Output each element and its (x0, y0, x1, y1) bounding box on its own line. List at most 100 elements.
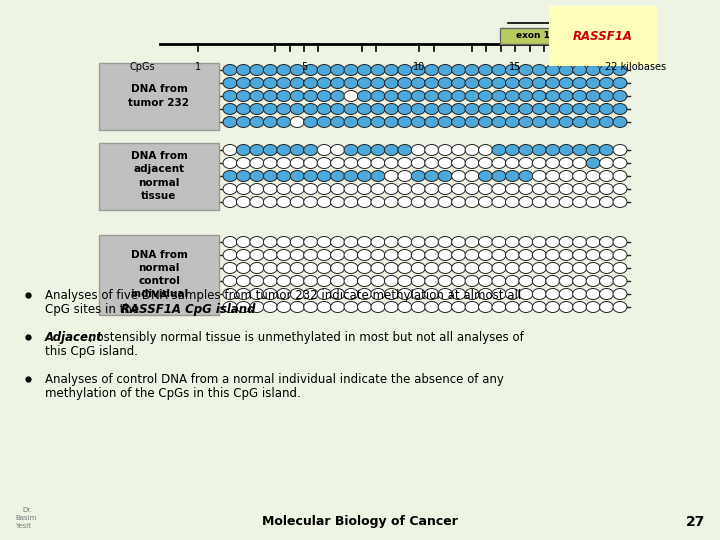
Ellipse shape (223, 64, 237, 76)
Ellipse shape (438, 262, 452, 273)
Ellipse shape (344, 91, 358, 102)
Ellipse shape (358, 262, 372, 273)
Ellipse shape (264, 249, 277, 260)
Ellipse shape (264, 288, 277, 300)
Ellipse shape (600, 197, 613, 207)
Ellipse shape (371, 171, 385, 181)
Text: Adjacent: Adjacent (45, 330, 103, 343)
Ellipse shape (317, 64, 331, 76)
Ellipse shape (451, 184, 466, 194)
Ellipse shape (425, 249, 438, 260)
Ellipse shape (317, 104, 331, 114)
Ellipse shape (572, 117, 587, 127)
Ellipse shape (613, 117, 627, 127)
Ellipse shape (600, 275, 613, 287)
Ellipse shape (344, 104, 358, 114)
Ellipse shape (505, 249, 519, 260)
Ellipse shape (586, 237, 600, 247)
Ellipse shape (276, 145, 291, 156)
Ellipse shape (479, 158, 492, 168)
Ellipse shape (384, 288, 398, 300)
FancyBboxPatch shape (99, 143, 219, 210)
Ellipse shape (236, 197, 251, 207)
Text: Molecular Biology of Cancer: Molecular Biology of Cancer (262, 516, 458, 529)
Ellipse shape (546, 158, 559, 168)
Ellipse shape (236, 64, 251, 76)
Ellipse shape (613, 184, 627, 194)
Ellipse shape (479, 64, 492, 76)
Ellipse shape (465, 171, 479, 181)
Ellipse shape (546, 249, 559, 260)
Ellipse shape (505, 237, 519, 247)
Ellipse shape (384, 237, 398, 247)
Ellipse shape (519, 158, 533, 168)
Ellipse shape (572, 171, 587, 181)
Ellipse shape (546, 262, 559, 273)
Ellipse shape (344, 117, 358, 127)
Ellipse shape (371, 197, 385, 207)
Ellipse shape (398, 104, 412, 114)
Ellipse shape (532, 197, 546, 207)
Text: Dr.: Dr. (22, 507, 32, 513)
Ellipse shape (613, 288, 627, 300)
Ellipse shape (546, 301, 559, 313)
Ellipse shape (519, 78, 533, 89)
Ellipse shape (411, 184, 426, 194)
Ellipse shape (330, 288, 345, 300)
Ellipse shape (264, 237, 277, 247)
Ellipse shape (236, 104, 251, 114)
Ellipse shape (546, 171, 559, 181)
Ellipse shape (317, 78, 331, 89)
Ellipse shape (276, 301, 291, 313)
Ellipse shape (276, 171, 291, 181)
Ellipse shape (264, 184, 277, 194)
Text: methylation of the CpGs in this CpG island.: methylation of the CpGs in this CpG isla… (45, 387, 301, 400)
Ellipse shape (559, 64, 573, 76)
Ellipse shape (358, 91, 372, 102)
Ellipse shape (559, 184, 573, 194)
Ellipse shape (572, 262, 587, 273)
Ellipse shape (344, 184, 358, 194)
Ellipse shape (411, 249, 426, 260)
Ellipse shape (438, 171, 452, 181)
Ellipse shape (250, 145, 264, 156)
FancyBboxPatch shape (99, 234, 219, 314)
Ellipse shape (398, 91, 412, 102)
Ellipse shape (250, 262, 264, 273)
Ellipse shape (465, 104, 479, 114)
Ellipse shape (344, 275, 358, 287)
Ellipse shape (250, 117, 264, 127)
Ellipse shape (425, 91, 438, 102)
Ellipse shape (264, 197, 277, 207)
Ellipse shape (559, 301, 573, 313)
Text: 27: 27 (685, 515, 705, 529)
Ellipse shape (559, 91, 573, 102)
Text: 22 kilobases: 22 kilobases (605, 62, 666, 72)
Ellipse shape (479, 104, 492, 114)
Ellipse shape (465, 262, 479, 273)
Ellipse shape (371, 78, 385, 89)
Ellipse shape (250, 184, 264, 194)
Ellipse shape (344, 78, 358, 89)
Ellipse shape (451, 104, 466, 114)
Text: 10: 10 (413, 62, 426, 72)
Ellipse shape (492, 78, 506, 89)
Ellipse shape (411, 275, 426, 287)
Ellipse shape (586, 91, 600, 102)
Ellipse shape (559, 288, 573, 300)
Ellipse shape (411, 117, 426, 127)
Text: Basim: Basim (15, 515, 37, 521)
Ellipse shape (358, 237, 372, 247)
Text: 1: 1 (195, 62, 202, 72)
Ellipse shape (451, 78, 466, 89)
Ellipse shape (572, 249, 587, 260)
Ellipse shape (344, 262, 358, 273)
Ellipse shape (317, 301, 331, 313)
Ellipse shape (371, 91, 385, 102)
Text: DNA from
normal
control
individual: DNA from normal control individual (130, 249, 188, 299)
Ellipse shape (276, 184, 291, 194)
Ellipse shape (290, 78, 305, 89)
Ellipse shape (586, 117, 600, 127)
Ellipse shape (600, 117, 613, 127)
Ellipse shape (505, 91, 519, 102)
